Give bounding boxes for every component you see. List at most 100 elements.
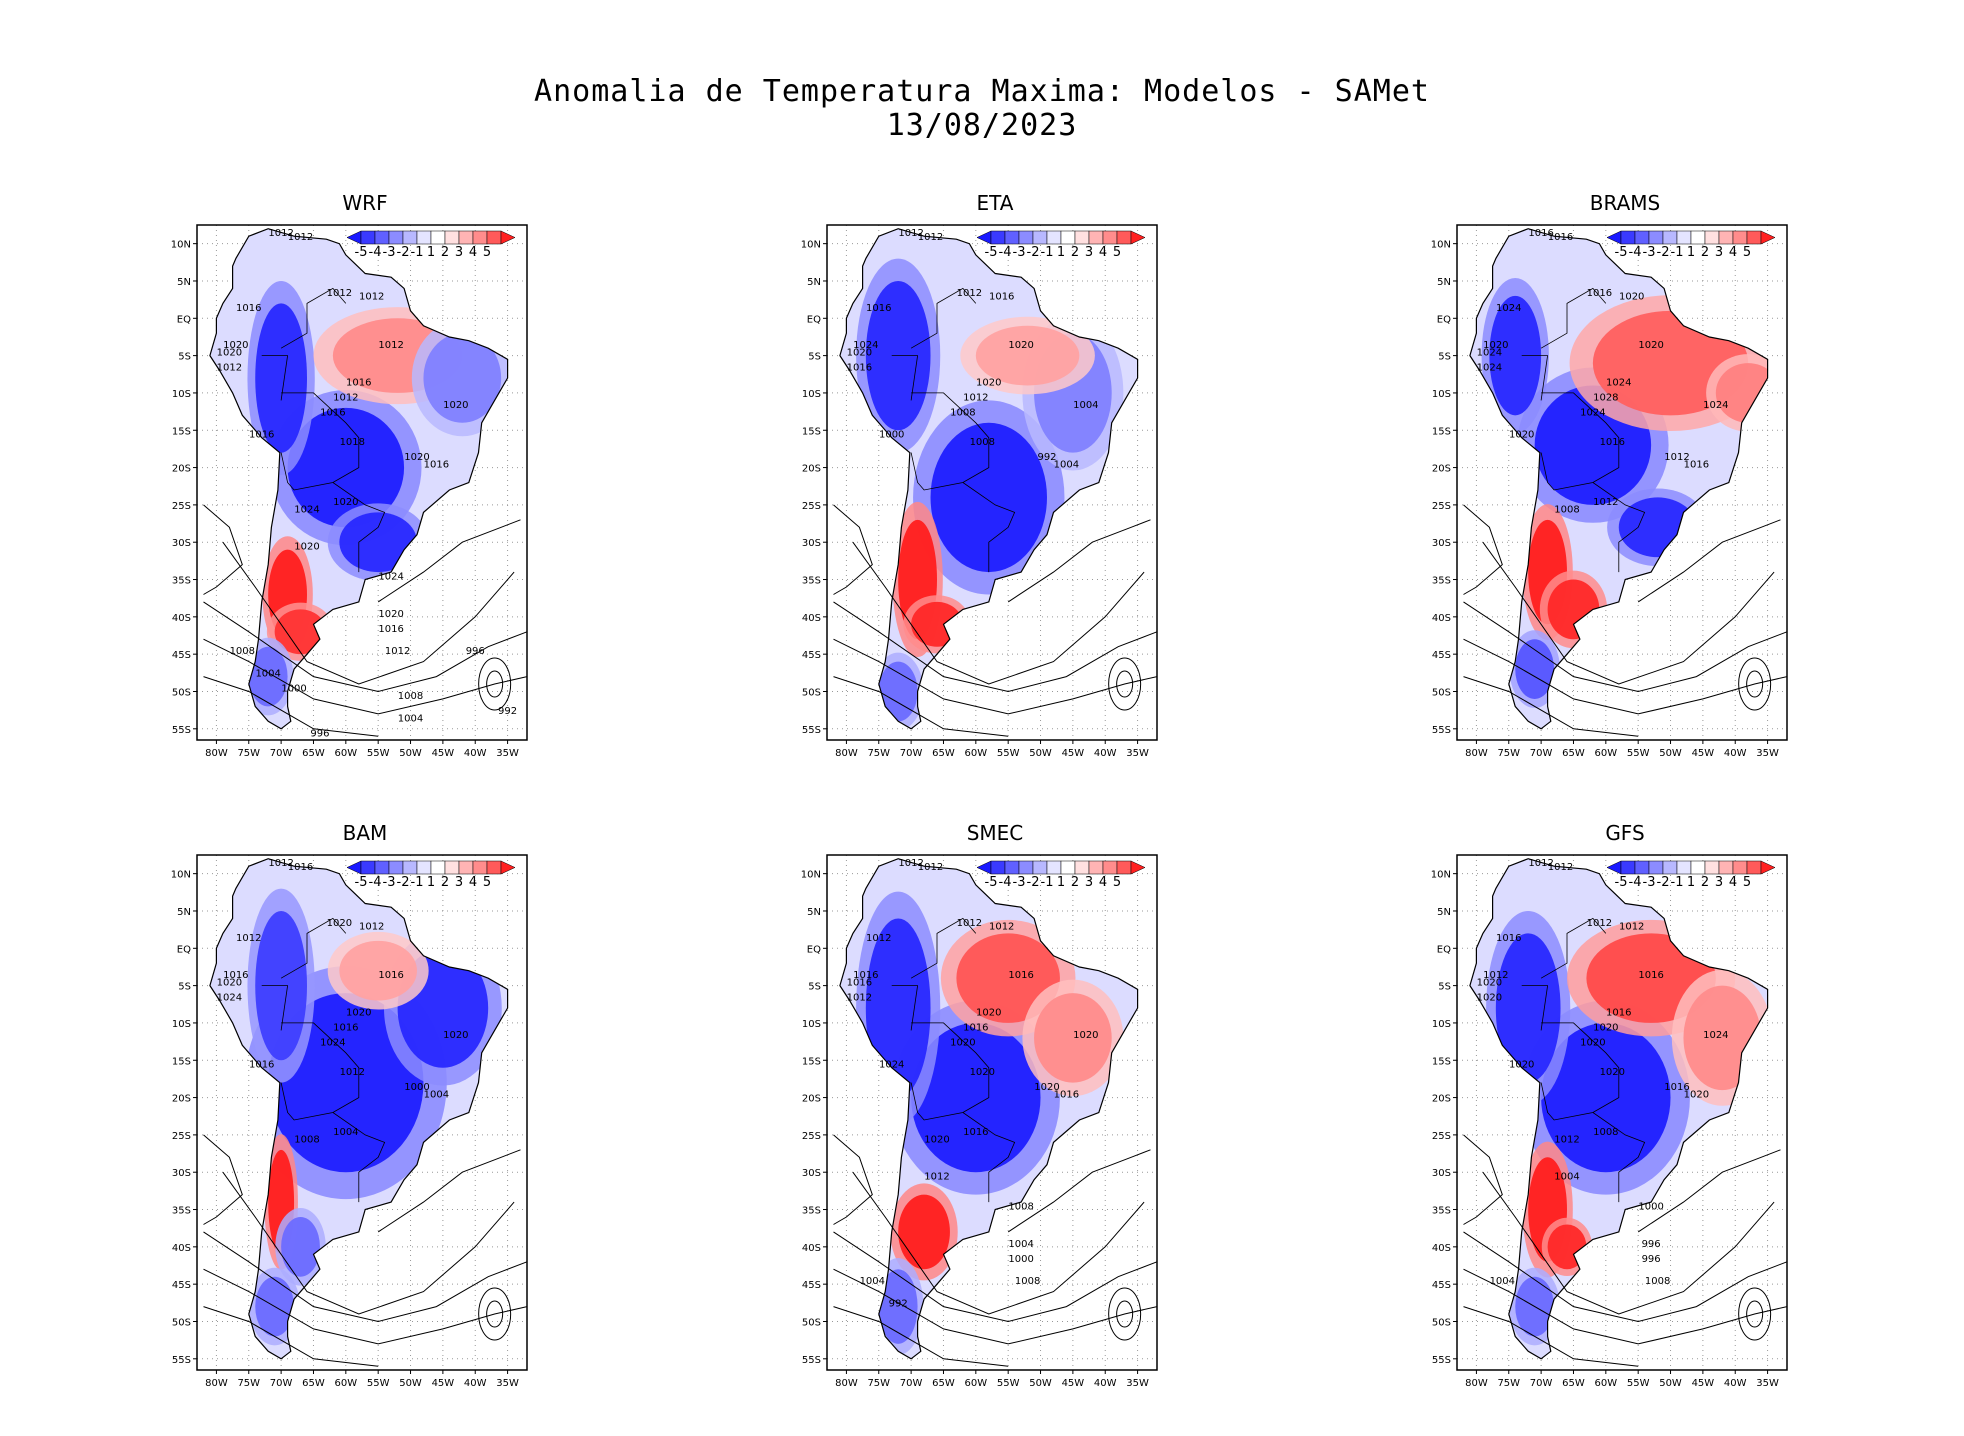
colorbar-label: -2 <box>1027 245 1040 260</box>
isobar-label: 1020 <box>333 497 358 508</box>
isobar-label: 1012 <box>918 232 943 243</box>
isobar-label: 1004 <box>424 1090 449 1101</box>
isobar-line <box>203 1306 379 1367</box>
lat-label: 5S <box>808 982 821 993</box>
lon-label: 55W <box>1627 748 1650 759</box>
isobar-label: 1028 <box>1593 392 1618 403</box>
lat-label: 55S <box>1432 725 1451 736</box>
isobar-label: 1016 <box>847 978 872 989</box>
lat-label: 15S <box>802 426 821 437</box>
lat-label: 15S <box>1432 426 1451 437</box>
colorbar-swatch <box>1718 860 1734 875</box>
isobar-label: 1004 <box>1054 460 1079 471</box>
lon-label: 70W <box>900 748 923 759</box>
lat-label: 25S <box>172 1131 191 1142</box>
country-border <box>910 1022 990 1121</box>
lon-label: 75W <box>237 748 260 759</box>
isobar-label: 1020 <box>1638 340 1663 351</box>
colorbar-swatch <box>402 860 418 875</box>
lat-label: 15S <box>172 1056 191 1067</box>
isobar-label: 1024 <box>1703 400 1728 411</box>
isobar-label: 1008 <box>294 1134 319 1145</box>
country-border <box>910 287 977 349</box>
isobar-label: 992 <box>498 706 517 717</box>
isobar-label: 1016 <box>963 1022 988 1033</box>
isobar-line <box>1463 1231 1788 1323</box>
colorbar-swatch <box>1662 860 1678 875</box>
country-border <box>910 917 977 979</box>
isobar-label: 1000 <box>1638 1202 1663 1213</box>
country-border <box>962 1112 1016 1203</box>
lat-label: 50S <box>802 687 821 698</box>
colorbar-label: -5 <box>1615 245 1628 260</box>
lon-label: 55W <box>997 748 1020 759</box>
isobar-label: 1000 <box>879 430 904 441</box>
lon-label: 35W <box>1756 748 1779 759</box>
colorbar-swatch <box>388 230 404 245</box>
isobar-label: 1012 <box>385 646 410 657</box>
isobar-line <box>833 601 1158 693</box>
isobar-line <box>1463 676 1639 737</box>
isobar-label: 1016 <box>1528 228 1553 239</box>
lat-label: 30S <box>1432 538 1451 549</box>
isobar-label: 1016 <box>1496 933 1521 944</box>
isobar-label: 1024 <box>1703 1030 1728 1041</box>
isobar-label: 1004 <box>1008 1239 1033 1250</box>
colorbar-swatch <box>444 860 460 875</box>
country-border <box>280 287 347 349</box>
lat-label: 5N <box>807 907 821 918</box>
isobar-label: 1000 <box>404 1082 429 1093</box>
isobar-label: 1024 <box>320 1037 345 1048</box>
warm-anomaly <box>975 325 1080 386</box>
lat-label: 5N <box>1437 907 1451 918</box>
colorbar-label: -4 <box>369 875 382 890</box>
colorbar-swatch <box>1662 230 1678 245</box>
lon-label: 65W <box>1562 748 1585 759</box>
lat-label: 15S <box>802 1056 821 1067</box>
isobar-label: 1024 <box>853 340 878 351</box>
lon-label: 50W <box>399 1378 422 1389</box>
isobar-label: 1012 <box>1664 452 1689 463</box>
coastline <box>209 858 509 1360</box>
colorbar: -5 -4 -3 -2 -1 1 2 3 4 5 <box>346 860 516 890</box>
colorbar-label: -2 <box>397 875 410 890</box>
colorbar-label: -1 <box>1671 875 1684 890</box>
isobar-line <box>1116 1300 1134 1328</box>
isobar-label: 1016 <box>1587 288 1612 299</box>
isobar-label: 1020 <box>1509 430 1534 441</box>
lat-label: 55S <box>172 1355 191 1366</box>
isobar-line <box>1746 670 1764 698</box>
colorbar-label: -3 <box>1643 875 1656 890</box>
coastline <box>839 858 1139 1360</box>
isobar-line <box>203 1134 243 1225</box>
isobar-label: 1020 <box>346 1007 371 1018</box>
isobar-label: 1020 <box>1008 340 1033 351</box>
lat-label: EQ <box>807 944 821 955</box>
isobar-label: 1012 <box>340 1067 365 1078</box>
lat-label: 5S <box>808 352 821 363</box>
cold-anomaly <box>287 407 405 528</box>
lat-label: 10N <box>171 240 191 251</box>
cold-anomaly <box>865 918 931 1098</box>
isobar-label: 1020 <box>924 1134 949 1145</box>
colorbar-label: -1 <box>1041 875 1054 890</box>
cold-anomaly <box>1515 639 1555 699</box>
colorbar-label: 1 <box>1057 875 1065 890</box>
lat-label: EQ <box>1437 314 1451 325</box>
lat-label: 25S <box>1432 1131 1451 1142</box>
isobar-label: 996 <box>1642 1239 1661 1250</box>
colorbar: -5 -4 -3 -2 -1 1 2 3 4 5 <box>1606 230 1776 260</box>
isobar-label: 1016 <box>378 970 403 981</box>
lat-label: 30S <box>802 1168 821 1179</box>
lon-label: 35W <box>1126 1378 1149 1389</box>
isobar-label: 1016 <box>853 970 878 981</box>
lon-label: 65W <box>302 748 325 759</box>
lon-label: 70W <box>1530 1378 1553 1389</box>
colorbar-label: -5 <box>355 875 368 890</box>
colorbar-label: -3 <box>1013 875 1026 890</box>
lat-label: 30S <box>802 538 821 549</box>
colorbar-swatch <box>1634 860 1650 875</box>
map-frame <box>196 224 528 741</box>
